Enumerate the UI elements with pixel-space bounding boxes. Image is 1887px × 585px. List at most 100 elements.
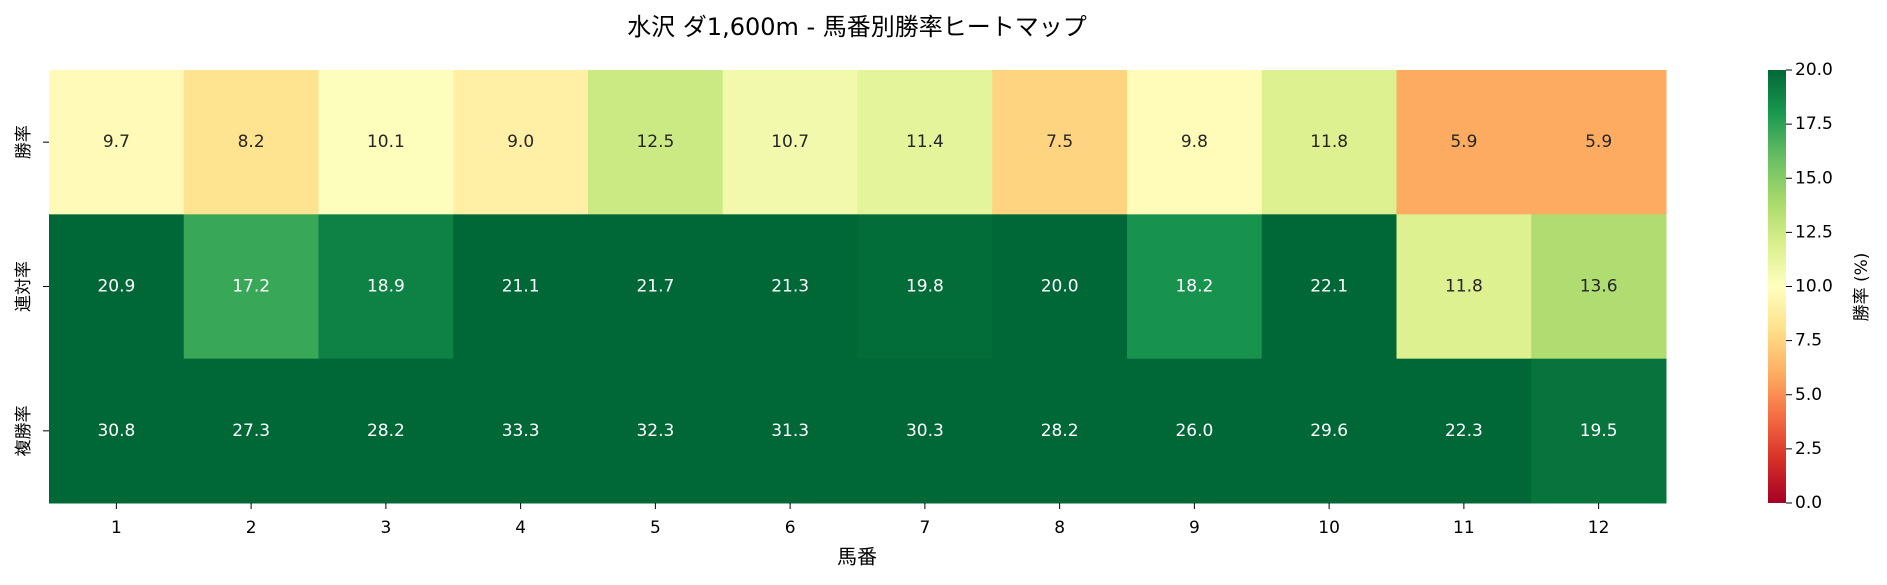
x-tick-label: 1 (111, 518, 122, 538)
cell-label: 9.0 (507, 132, 534, 152)
heatmap-cell (453, 70, 589, 215)
heatmap-cell (722, 358, 858, 504)
cell-label: 12.5 (636, 132, 674, 152)
heatmap-cell (1531, 358, 1667, 504)
heatmap-cell (588, 358, 724, 504)
heatmap-cell (857, 358, 993, 504)
cell-label: 17.2 (232, 277, 270, 297)
colorbar-tick-label: 10.0 (1795, 277, 1833, 297)
cell-label: 18.2 (1175, 277, 1213, 297)
cell-label: 18.9 (367, 277, 405, 297)
y-tick-label: 勝率 (14, 125, 34, 159)
heatmap-cell (1261, 358, 1397, 504)
cell-label: 10.1 (367, 132, 405, 152)
cell-label: 26.0 (1175, 421, 1213, 441)
cell-label: 31.3 (771, 421, 809, 441)
heatmap-cell (318, 214, 454, 360)
colorbar-tick-label: 15.0 (1795, 168, 1833, 188)
cell-label: 28.2 (1041, 421, 1079, 441)
cell-label: 19.8 (906, 277, 944, 297)
cell-label: 7.5 (1046, 132, 1073, 152)
heatmap-cell (49, 70, 185, 215)
heatmap-cell (1127, 70, 1263, 215)
heatmap-cell (1127, 358, 1263, 504)
cell-label: 22.3 (1445, 421, 1483, 441)
heatmap-cell (588, 70, 724, 215)
heatmap-cell (453, 358, 589, 504)
y-tick-label: 連対率 (14, 261, 34, 312)
heatmap-cell (992, 358, 1128, 504)
cell-label: 13.6 (1580, 277, 1618, 297)
heatmap-cell (1127, 214, 1263, 360)
colorbar-tick-label: 12.5 (1795, 222, 1833, 242)
x-tick-label: 2 (246, 518, 257, 538)
cell-label: 20.0 (1041, 277, 1079, 297)
heatmap-cell (49, 214, 185, 360)
heatmap-cell (857, 214, 993, 360)
heatmap-cell (1261, 214, 1397, 360)
heatmap-cell (1396, 358, 1532, 504)
x-tick-label: 3 (380, 518, 391, 538)
colorbar-tick-label: 20.0 (1795, 60, 1833, 80)
cell-label: 30.3 (906, 421, 944, 441)
heatmap-cell (183, 214, 319, 360)
colorbar-tick-label: 2.5 (1795, 439, 1822, 459)
heatmap-cell (1531, 70, 1667, 215)
heatmap-cell (318, 70, 454, 215)
heatmap-cell (992, 214, 1128, 360)
cell-label: 9.8 (1181, 132, 1208, 152)
cell-label: 21.7 (636, 277, 674, 297)
colorbar-tick-label: 5.0 (1795, 385, 1822, 405)
cell-label: 5.9 (1450, 132, 1477, 152)
cell-label: 29.6 (1310, 421, 1348, 441)
cell-label: 21.3 (771, 277, 809, 297)
cell-label: 10.7 (771, 132, 809, 152)
colorbar-tick-label: 7.5 (1795, 331, 1822, 351)
colorbar-label: 勝率 (%) (1852, 253, 1872, 322)
cell-label: 5.9 (1585, 132, 1612, 152)
x-tick-label: 7 (919, 518, 930, 538)
cell-label: 33.3 (502, 421, 540, 441)
heatmap-cell (1396, 214, 1532, 360)
heatmap-cell (1396, 70, 1532, 215)
cell-label: 19.5 (1580, 421, 1618, 441)
cell-label: 11.4 (906, 132, 944, 152)
heatmap-cell (453, 214, 589, 360)
colorbar-tick-label: 17.5 (1795, 114, 1833, 134)
cell-label: 9.7 (103, 132, 130, 152)
x-tick-label: 9 (1189, 518, 1200, 538)
x-tick-label: 10 (1318, 518, 1340, 538)
colorbar-tick-label: 0.0 (1795, 493, 1822, 513)
cell-label: 32.3 (636, 421, 674, 441)
heatmap-cell (183, 70, 319, 215)
heatmap-cell (857, 70, 993, 215)
colorbar (1768, 70, 1786, 503)
heatmap-cell (1261, 70, 1397, 215)
heatmap-cell (722, 214, 858, 360)
x-tick-label: 4 (515, 518, 526, 538)
cell-label: 27.3 (232, 421, 270, 441)
heatmap-cell (588, 214, 724, 360)
heatmap-cell (318, 358, 454, 504)
cell-label: 30.8 (97, 421, 135, 441)
heatmap-cell (49, 358, 185, 504)
heatmap-cell (1531, 214, 1667, 360)
x-tick-label: 12 (1588, 518, 1610, 538)
cell-label: 20.9 (97, 277, 135, 297)
x-tick-label: 6 (785, 518, 796, 538)
heatmap-cell (183, 358, 319, 504)
cell-label: 11.8 (1445, 277, 1483, 297)
x-tick-label: 11 (1453, 518, 1475, 538)
heatmap-cell (722, 70, 858, 215)
heatmap-cell (992, 70, 1128, 215)
cell-label: 11.8 (1310, 132, 1348, 152)
x-axis-label: 馬番 (837, 545, 877, 569)
cell-label: 21.1 (502, 277, 540, 297)
cell-label: 22.1 (1310, 277, 1348, 297)
x-tick-label: 5 (650, 518, 661, 538)
chart-title: 水沢 ダ1,600m - 馬番別勝率ヒートマップ (627, 13, 1087, 41)
x-tick-label: 8 (1054, 518, 1065, 538)
cell-label: 8.2 (238, 132, 265, 152)
cell-label: 28.2 (367, 421, 405, 441)
